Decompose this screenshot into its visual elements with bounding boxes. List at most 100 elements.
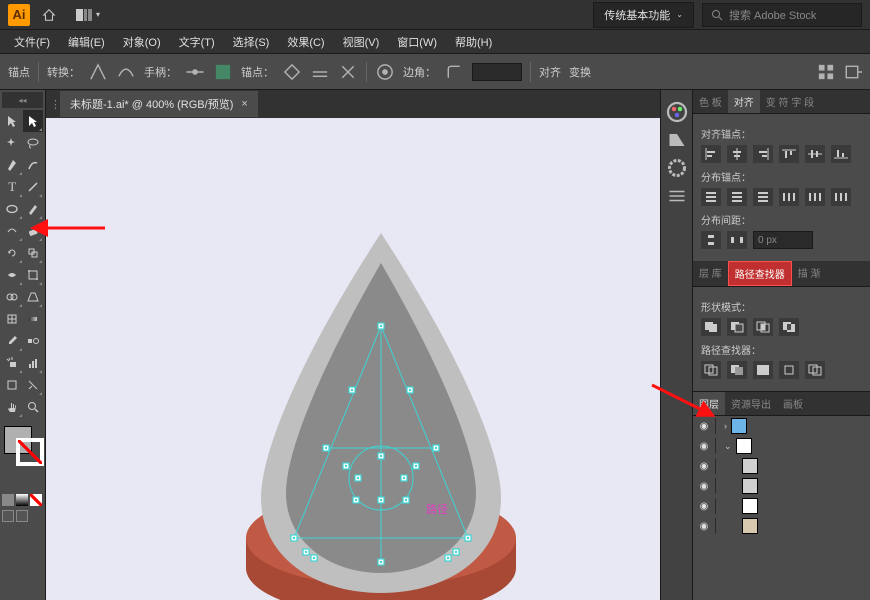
- align-bottom-btn[interactable]: [831, 145, 851, 163]
- tab-swatches[interactable]: 色 板: [693, 90, 728, 113]
- direct-selection-tool[interactable]: [23, 110, 44, 132]
- dist-left-btn[interactable]: [779, 188, 799, 206]
- perspective-tool[interactable]: [23, 286, 44, 308]
- corner-value-input[interactable]: [472, 63, 522, 81]
- shaper-tool[interactable]: [2, 220, 23, 242]
- align-vcenter-btn[interactable]: [805, 145, 825, 163]
- twisty-icon[interactable]: ›: [724, 421, 727, 431]
- slice-tool[interactable]: [23, 374, 44, 396]
- anchor-remove-icon[interactable]: [282, 62, 302, 82]
- menu-window[interactable]: 窗口(W): [389, 31, 445, 53]
- stroke-panel-icon[interactable]: [665, 156, 689, 180]
- color-mode-swatches[interactable]: [2, 494, 43, 506]
- zoom-tool[interactable]: [23, 396, 44, 418]
- corner-type-icon[interactable]: [444, 62, 464, 82]
- tab-glyphs[interactable]: 变 符 字 段: [760, 90, 820, 113]
- dist-hcenter-btn[interactable]: [805, 188, 825, 206]
- eraser-tool[interactable]: [23, 220, 44, 242]
- anchor-cut-icon[interactable]: [338, 62, 358, 82]
- blend-tool[interactable]: [23, 330, 44, 352]
- anchor-add-icon[interactable]: [310, 62, 330, 82]
- brushes-panel-icon[interactable]: [665, 184, 689, 208]
- menu-effect[interactable]: 效果(C): [279, 31, 332, 53]
- canvas[interactable]: 路径: [46, 118, 660, 600]
- tab-stroke-grad[interactable]: 描 渐: [792, 261, 827, 286]
- menu-select[interactable]: 选择(S): [225, 31, 278, 53]
- mesh-tool[interactable]: [2, 308, 23, 330]
- align-label[interactable]: 对齐: [539, 64, 561, 80]
- menu-object[interactable]: 对象(O): [115, 31, 169, 53]
- spacing-value-input[interactable]: [753, 231, 813, 249]
- search-stock-input[interactable]: 搜索 Adobe Stock: [702, 3, 862, 27]
- tab-asset-export[interactable]: 资源导出: [725, 392, 777, 415]
- close-tab-icon[interactable]: ×: [241, 98, 247, 110]
- visibility-icon[interactable]: ◉: [697, 521, 711, 532]
- dist-right-btn[interactable]: [831, 188, 851, 206]
- layer-row[interactable]: ◉: [693, 496, 870, 516]
- minus-front-btn[interactable]: [727, 318, 747, 336]
- gradient-tool[interactable]: [23, 308, 44, 330]
- menu-file[interactable]: 文件(F): [6, 31, 58, 53]
- tab-handle[interactable]: ⋮: [50, 98, 60, 111]
- handle-hide-icon[interactable]: [213, 62, 233, 82]
- width-tool[interactable]: [2, 264, 23, 286]
- handle-show-icon[interactable]: [185, 62, 205, 82]
- divide-btn[interactable]: [701, 361, 721, 379]
- align-top-btn[interactable]: [779, 145, 799, 163]
- pen-tool[interactable]: [2, 154, 23, 176]
- align-left-btn[interactable]: [701, 145, 721, 163]
- visibility-icon[interactable]: ◉: [697, 461, 711, 472]
- tab-layers[interactable]: 图层: [693, 392, 725, 415]
- visibility-icon[interactable]: ◉: [697, 481, 711, 492]
- crop-btn[interactable]: [779, 361, 799, 379]
- dist-bottom-btn[interactable]: [753, 188, 773, 206]
- document-tab[interactable]: 未标题-1.ai* @ 400% (RGB/预览) ×: [60, 91, 258, 117]
- eyedropper-tool[interactable]: [2, 330, 23, 352]
- workspace-dropdown[interactable]: 传统基本功能 ⌄: [593, 2, 694, 28]
- exclude-btn[interactable]: [779, 318, 799, 336]
- visibility-icon[interactable]: ◉: [697, 421, 711, 432]
- intersect-btn[interactable]: [753, 318, 773, 336]
- tab-pathfinder[interactable]: 路径查找器: [728, 261, 792, 286]
- menu-view[interactable]: 视图(V): [335, 31, 388, 53]
- convert-smooth-icon[interactable]: [116, 62, 136, 82]
- layer-row[interactable]: ◉: [693, 456, 870, 476]
- layout-dropdown[interactable]: ▾: [70, 7, 106, 23]
- tab-layers-lib[interactable]: 层 库: [693, 261, 728, 286]
- align-hcenter-btn[interactable]: [727, 145, 747, 163]
- toolbox-handle[interactable]: ◂◂: [2, 92, 43, 108]
- visibility-icon[interactable]: ◉: [697, 501, 711, 512]
- twisty-icon[interactable]: ⌄: [724, 441, 732, 452]
- tab-artboards[interactable]: 画板: [777, 392, 809, 415]
- trim-btn[interactable]: [727, 361, 747, 379]
- tab-align[interactable]: 对齐: [728, 90, 760, 113]
- type-tool[interactable]: T: [2, 176, 23, 198]
- unite-btn[interactable]: [701, 318, 721, 336]
- dist-top-btn[interactable]: [701, 188, 721, 206]
- line-tool[interactable]: [23, 176, 44, 198]
- scale-tool[interactable]: [23, 242, 44, 264]
- selection-tool[interactable]: [2, 110, 23, 132]
- layer-row[interactable]: ◉: [693, 516, 870, 536]
- free-transform-tool[interactable]: [23, 264, 44, 286]
- magic-wand-tool[interactable]: [2, 132, 23, 154]
- dist-vcenter-btn[interactable]: [727, 188, 747, 206]
- symbol-sprayer-tool[interactable]: [2, 352, 23, 374]
- swatches-panel-icon[interactable]: [665, 128, 689, 152]
- rotate-tool[interactable]: [2, 242, 23, 264]
- fill-stroke-swatch[interactable]: [2, 424, 43, 472]
- artboard-tool[interactable]: [2, 374, 23, 396]
- layer-row[interactable]: ◉⌄: [693, 436, 870, 456]
- layer-row[interactable]: ◉›: [693, 416, 870, 436]
- column-graph-tool[interactable]: [23, 352, 44, 374]
- layer-row[interactable]: ◉: [693, 476, 870, 496]
- align-right-btn[interactable]: [753, 145, 773, 163]
- merge-btn[interactable]: [753, 361, 773, 379]
- exit-icon[interactable]: [842, 62, 862, 82]
- hand-tool[interactable]: [2, 396, 23, 418]
- shape-builder-tool[interactable]: [2, 286, 23, 308]
- paintbrush-tool[interactable]: [23, 198, 44, 220]
- menu-help[interactable]: 帮助(H): [447, 31, 500, 53]
- lasso-tool[interactable]: [23, 132, 44, 154]
- convert-corner-icon[interactable]: [88, 62, 108, 82]
